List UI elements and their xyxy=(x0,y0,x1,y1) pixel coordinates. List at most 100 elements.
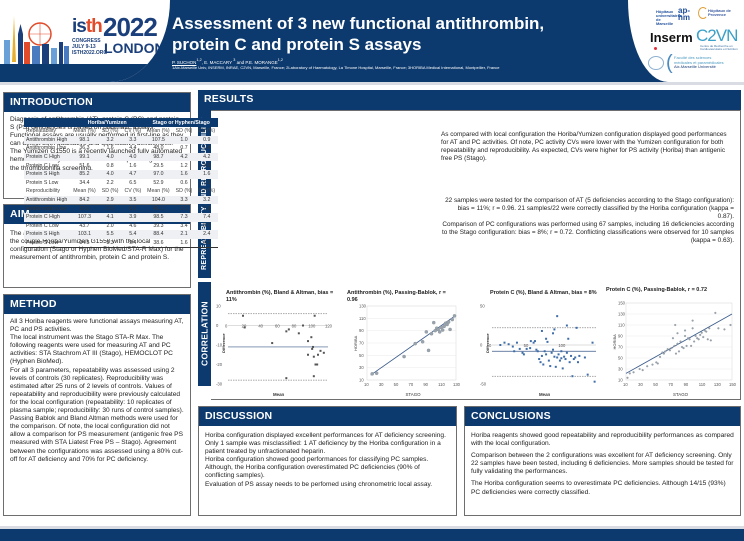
table-cell: 1.6 xyxy=(172,169,196,179)
table-row: Protein C High 107.3 4.1 3.9 98.5 7.3 7.4 xyxy=(24,212,219,222)
table-cell: 0.9 xyxy=(195,135,219,145)
svg-text:130: 130 xyxy=(618,312,626,317)
svg-text:130: 130 xyxy=(359,304,367,309)
table-cell: 34.5 xyxy=(70,238,99,248)
congress-dates: JULY 9-13 xyxy=(72,44,96,50)
svg-text:70: 70 xyxy=(359,341,364,346)
table-cell: 4.2 xyxy=(195,152,219,162)
table-cell: 1.6 xyxy=(106,145,114,152)
congress-label: CONGRESS xyxy=(72,38,101,44)
table-column-header: CV (%) xyxy=(198,128,216,135)
svg-text:10: 10 xyxy=(623,382,628,387)
method-heading: METHOD xyxy=(4,295,190,314)
second-author-sup: 3 xyxy=(233,58,236,62)
chart-title: Antithrombin (%), Passing-Bablok, r = 0.… xyxy=(347,290,446,303)
svg-text:Mean: Mean xyxy=(539,392,551,397)
table-column-header: CV (%) xyxy=(124,188,142,195)
table-cell: 85.2 xyxy=(70,169,99,179)
table-row: Antithrombin Low 36.3 1.6 4.4 48.0 0.7 1.4 xyxy=(24,144,218,153)
table-cell: 5.5 xyxy=(98,230,122,239)
header-swoosh xyxy=(0,64,170,82)
svg-text:Difference: Difference xyxy=(485,333,490,353)
table-cell: 5.4 xyxy=(121,230,145,239)
svg-text:STAGO: STAGO xyxy=(406,392,422,397)
table-cell: 2.2 xyxy=(106,179,114,186)
poster-title: Assessment of 3 new functional antithrom… xyxy=(172,14,545,54)
svg-text:Difference: Difference xyxy=(221,333,226,353)
svg-text:50: 50 xyxy=(480,304,485,309)
row-label: Protein S Low xyxy=(26,179,59,186)
svg-text:30: 30 xyxy=(638,382,643,387)
table-cell: 41.1 xyxy=(153,205,164,212)
svg-text:90: 90 xyxy=(359,328,364,333)
chart-title: Protein C (%), Passing-Bablok, r = 0.72 xyxy=(606,287,708,293)
svg-text:50: 50 xyxy=(394,382,399,387)
svg-text:110: 110 xyxy=(438,382,445,387)
svg-text:50: 50 xyxy=(653,382,658,387)
table-cell: 99.1 xyxy=(70,152,99,162)
svg-text:0: 0 xyxy=(489,343,492,348)
table-cell: 38.6 xyxy=(144,238,173,248)
repeatability-summary: As compared with local configuration the… xyxy=(441,131,727,162)
c2vn-subtitle: Centre de Recherche en Cardiovasculaire … xyxy=(700,44,738,51)
table-cell: 98.5 xyxy=(144,212,173,222)
row-label: Protein S Low xyxy=(24,238,71,248)
svg-text:30: 30 xyxy=(379,382,384,387)
congress-site: ISTH2022.ORG xyxy=(72,50,108,56)
chart-title: Antithrombin (%), Bland & Altman, bias =… xyxy=(226,290,334,303)
svg-text:50: 50 xyxy=(524,343,529,348)
scatter-plot: 50 0 -50 0 50 100 Difference Mean xyxy=(480,304,596,397)
table-column-header: CV (%) xyxy=(124,128,142,135)
faculty-logo: Faculté des sciences médicales et paramé… xyxy=(674,55,730,70)
scatter-plot: 10 30 50 70 90 110 130 150 10 30 50 70 90 110 130 150 HO… xyxy=(612,301,736,398)
svg-text:0: 0 xyxy=(225,324,228,329)
conclusions-body: Horiba reagents showed good repeatabilit… xyxy=(465,426,740,505)
table-cell: 8.7 xyxy=(203,222,211,229)
table-cell: 39.3 xyxy=(153,222,164,229)
svg-text:70: 70 xyxy=(618,345,623,350)
svg-text:10: 10 xyxy=(216,304,221,309)
svg-text:70: 70 xyxy=(409,382,414,387)
second-author: , E. MACCARY xyxy=(201,59,234,65)
svg-text:30: 30 xyxy=(618,367,623,372)
table-row: Protein C Low 43.7 2.0 4.6 39.3 3.4 8.7 xyxy=(24,222,218,231)
pc-bland-altman-chart: Protein C (%), Bland & Altman, bias = 8%… xyxy=(478,290,600,398)
svg-text:20: 20 xyxy=(242,324,247,329)
london-skyline-icon xyxy=(4,16,69,64)
row-label: Antithrombin Low xyxy=(26,205,67,212)
reproducibility-header-row: Reproducibility Mean (%) SD (%) CV (%) Mean … xyxy=(24,187,218,196)
svg-text:60: 60 xyxy=(275,324,280,329)
table-cell: 2.4 xyxy=(195,230,219,239)
table-cell: 4.7 xyxy=(121,169,145,179)
table-cell: 107.5 xyxy=(144,135,173,145)
row-label: Protein C Low xyxy=(26,162,59,169)
discussion-body: Horiba configuration displayed excellent… xyxy=(199,426,456,493)
faculty-university: Aix-Marseille Université xyxy=(674,64,716,69)
method-paragraph: Passing Bablok and Bland Altman methods … xyxy=(10,415,184,463)
svg-text:0: 0 xyxy=(216,323,219,328)
table-column-header: Reproducibility xyxy=(26,188,61,195)
table-group-header: Horiba/Yumizen Stago or Hyphen/Stago xyxy=(24,118,219,127)
table-cell: 8.3 xyxy=(129,205,137,212)
table-cell: 29.5 xyxy=(153,162,164,169)
table-cell: 4.1 xyxy=(195,238,219,248)
table-cell: 97.0 xyxy=(144,169,173,179)
svg-text:130: 130 xyxy=(453,382,460,387)
table-cell: 2.0 xyxy=(106,222,114,229)
table-column-header: Mean (%) xyxy=(73,188,96,195)
isth-congress-logo: isth CONGRESS JULY 9-13 ISTH2022.ORG 202… xyxy=(0,0,170,82)
table-cell: 2.5 xyxy=(106,205,114,212)
table-column-header: Mean (%) xyxy=(147,128,170,135)
precision-table: Horiba/Yumizen Stago or Hyphen/Stago Rep… xyxy=(24,118,219,248)
table-cell: 0.7 xyxy=(180,145,188,152)
table-cell: 0.8 xyxy=(106,162,114,169)
inserm-logo: Inserm xyxy=(650,30,693,45)
correlation-side-label: CORRELATION xyxy=(198,282,211,386)
svg-text:STAGO: STAGO xyxy=(673,392,689,397)
svg-text:50: 50 xyxy=(618,356,623,361)
svg-text:50: 50 xyxy=(359,353,364,358)
conclusions-paragraph: Horiba reagents showed good repeatabilit… xyxy=(471,432,734,448)
table-cell: 4.0 xyxy=(121,152,145,162)
table-cell: 1.1 xyxy=(203,179,211,186)
table-cell: 2.9 xyxy=(98,195,122,205)
